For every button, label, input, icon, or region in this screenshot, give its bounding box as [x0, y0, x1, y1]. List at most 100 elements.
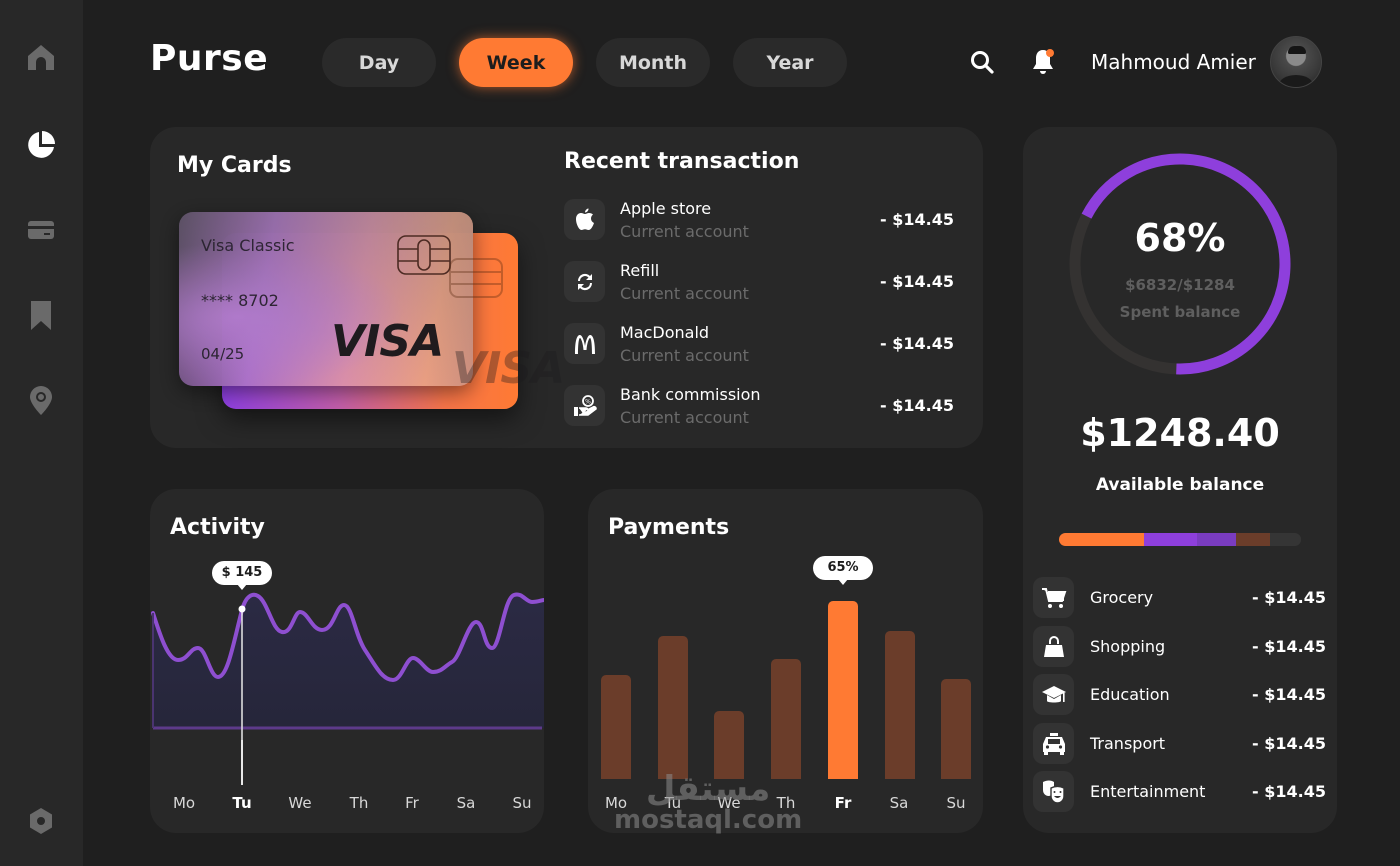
app-logo: Purse [150, 38, 269, 79]
transaction-account: Current account [620, 222, 749, 241]
transaction-account: Current account [620, 284, 749, 303]
category-amount: - $14.45 [1252, 782, 1326, 801]
category-row-grocery[interactable]: Grocery - $14.45 [1033, 577, 1326, 618]
segment-education [1196, 533, 1236, 546]
credit-card-icon [28, 221, 54, 239]
category-amount: - $14.45 [1252, 588, 1326, 607]
visa-logo: VISA [331, 316, 444, 367]
avatar[interactable] [1269, 36, 1322, 88]
activity-day-label: Fr [405, 794, 419, 812]
chip-icon [397, 235, 451, 275]
spent-percent: 68% [1134, 216, 1226, 260]
recent-transactions-title: Recent transaction [564, 149, 800, 174]
transaction-amount: - $14.45 [880, 272, 954, 291]
tab-week[interactable]: Week [459, 38, 573, 87]
sidebar-item-bookmarks[interactable] [24, 298, 58, 332]
transaction-name: MacDonald [620, 323, 710, 342]
category-row-entertainment[interactable]: Entertainment - $14.45 [1033, 771, 1326, 812]
transaction-row[interactable]: Apple store Current account - $14.45 [564, 199, 964, 241]
category-row-shopping[interactable]: Shopping - $14.45 [1033, 626, 1326, 667]
available-label: Available balance [1095, 475, 1265, 495]
spent-ratio: $6832/$1284 [1125, 276, 1235, 294]
activity-day-label: We [288, 794, 312, 812]
user-name[interactable]: Mahmoud Amier [1091, 50, 1256, 74]
home-icon [28, 45, 54, 70]
tab-day[interactable]: Day [322, 38, 436, 87]
transaction-row[interactable]: MacDonald Current account - $14.45 [564, 323, 964, 365]
category-row-education[interactable]: Education - $14.45 [1033, 674, 1326, 715]
payment-bar-su[interactable] [941, 679, 971, 779]
sidebar-item-settings[interactable] [24, 804, 58, 838]
period-tabs: Day Week Month Year [322, 38, 847, 87]
activity-day-label: Sa [456, 794, 476, 812]
category-amount: - $14.45 [1252, 734, 1326, 753]
search-icon [971, 51, 994, 74]
transaction-name: Refill [620, 261, 660, 280]
location-pin-icon [30, 386, 52, 415]
available-amount: $1248.40 [1080, 411, 1280, 455]
payments-day-label[interactable]: Fr [834, 794, 852, 812]
payment-bar-sa[interactable] [885, 631, 915, 779]
bookmark-icon [31, 301, 51, 330]
activity-day-label[interactable]: Tu [232, 794, 252, 812]
chip-icon [449, 258, 503, 298]
activity-day-label: Mo [172, 794, 196, 812]
segment-transport [1235, 533, 1270, 546]
category-name: Education [1090, 685, 1170, 704]
taxi-icon [1042, 732, 1065, 755]
hand-coin-icon: % [573, 394, 597, 416]
payments-day-label: Sa [889, 794, 909, 812]
transaction-amount: - $14.45 [880, 334, 954, 353]
notifications-button[interactable] [1027, 46, 1059, 78]
payment-bar-th[interactable] [771, 659, 801, 779]
activity-day-label: Th [349, 794, 369, 812]
transaction-amount: - $14.45 [880, 396, 954, 415]
payments-day-label: Th [776, 794, 796, 812]
payments-tooltip: 65% [813, 556, 873, 585]
shopping-bag-icon [1043, 635, 1064, 657]
sidebar-item-cards[interactable] [24, 213, 58, 247]
payment-bar-we[interactable] [714, 711, 744, 779]
payment-bar-mo[interactable] [601, 675, 631, 779]
payments-day-label: Tu [664, 794, 682, 812]
notification-dot [1046, 49, 1054, 57]
sidebar-item-analytics[interactable] [24, 128, 58, 162]
category-name: Transport [1090, 734, 1166, 753]
transaction-name: Apple store [620, 199, 712, 218]
card-type: Visa Classic [201, 236, 295, 255]
card-expiry: 04/25 [201, 345, 245, 363]
activity-title: Activity [170, 515, 265, 540]
activity-area-chart [151, 592, 544, 740]
search-button[interactable] [966, 46, 998, 78]
spent-label: Spent balance [1119, 303, 1241, 321]
payment-bar-tu[interactable] [658, 636, 688, 779]
sidebar-item-location[interactable] [24, 383, 58, 417]
transaction-name: Bank commission [620, 385, 761, 404]
sidebar-item-home[interactable] [24, 40, 58, 74]
settings-hex-icon [30, 808, 52, 834]
payments-day-label: We [717, 794, 741, 812]
mcdonalds-icon [574, 334, 595, 354]
tab-year[interactable]: Year [733, 38, 847, 87]
transaction-account: Current account [620, 408, 749, 427]
spent-ring-chart [1069, 153, 1291, 375]
category-name: Shopping [1090, 637, 1166, 656]
category-amount: - $14.45 [1252, 637, 1326, 656]
segment-grocery [1059, 533, 1144, 546]
card-primary[interactable]: Visa Classic **** 8702 04/25 VISA [179, 212, 473, 386]
payments-title: Payments [608, 515, 730, 540]
activity-tooltip: $ 145 [212, 561, 272, 590]
cart-icon [1041, 587, 1066, 608]
tab-month[interactable]: Month [596, 38, 710, 87]
category-row-transport[interactable]: Transport - $14.45 [1033, 723, 1326, 764]
category-name: Grocery [1090, 588, 1154, 607]
transaction-row[interactable]: % Bank commission Current account - $14.… [564, 385, 964, 427]
transaction-account: Current account [620, 346, 749, 365]
payment-bar-fr[interactable] [828, 601, 858, 779]
card-number: **** 8702 [201, 291, 279, 310]
transaction-row[interactable]: Refill Current account - $14.45 [564, 261, 964, 303]
header-actions: Mahmoud Amier [966, 36, 1322, 88]
apple-icon [575, 208, 594, 230]
pie-chart-icon [28, 131, 55, 158]
sidebar [0, 0, 83, 866]
